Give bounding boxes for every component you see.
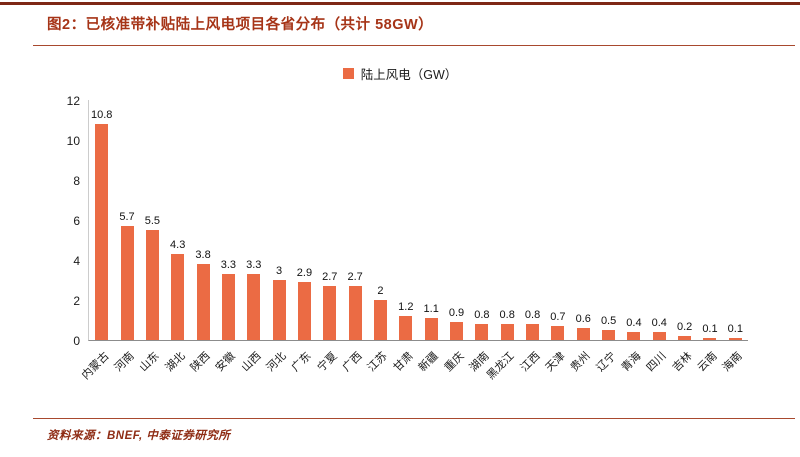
chart-bar: [652, 332, 666, 340]
bar-value-label: 0.4: [626, 317, 642, 329]
bar-value-label: 0.9: [448, 307, 465, 319]
bar-value-label: 2: [377, 285, 384, 297]
y-axis-tick-label: 8: [73, 174, 80, 188]
chart-bar: [576, 328, 590, 340]
y-axis-tick-label: 12: [66, 94, 80, 108]
y-axis: 0 2 4 6 8 10 12: [0, 94, 80, 348]
bar-value-label: 5.5: [144, 215, 160, 227]
footer-divider-line: [33, 418, 795, 419]
bar-value-label: 2.7: [347, 271, 363, 283]
chart-bar: [627, 332, 641, 340]
chart-bar: [500, 324, 514, 340]
chart-bar: [424, 318, 438, 340]
chart-bar: [196, 264, 210, 340]
chart-bar: [323, 286, 337, 340]
x-axis-labels: 内蒙古 河南 山东 湖北 陕西 安徽 山西 河北 广东 宁夏 广西 江苏 甘肃 新疆 重庆 湖南 黑龙江 江西 天津…: [79, 342, 748, 414]
chart-bar: [526, 324, 540, 340]
figure-title: 图2：已核准带补贴陆上风电项目各省分布（共计 58GW）: [47, 17, 434, 33]
chart-bar: [247, 274, 261, 340]
y-axis-tick-label: 10: [66, 134, 80, 148]
chart-bar: [475, 324, 489, 340]
chart-bar: [120, 226, 134, 340]
chart-bar: [602, 330, 616, 340]
bar-value-label: 0.1: [727, 323, 743, 335]
bar-value-label: 4.3: [170, 239, 186, 251]
chart-bar: [145, 230, 159, 340]
chart-bar: [221, 274, 235, 340]
bar-value-label: 3: [276, 265, 283, 277]
chart-bar: [551, 326, 565, 340]
legend-swatch-icon: [342, 68, 354, 79]
chart-bar: [348, 286, 362, 340]
bar-value-label: 0.2: [676, 321, 693, 333]
bar-value-label: 1.1: [423, 303, 439, 315]
chart-bar: [171, 254, 185, 340]
chart-bar: [272, 280, 286, 340]
bar-value-label: 1.2: [398, 301, 414, 313]
bar-value-label: 0.8: [524, 309, 541, 321]
bar-value-label: 0.7: [550, 311, 566, 323]
bar-value-label: 3.8: [195, 249, 211, 261]
bar-value-label: 0.8: [499, 309, 515, 321]
chart-bar: [703, 338, 717, 340]
legend-label: 陆上风电（GW）: [360, 68, 458, 82]
chart-bar: [399, 316, 413, 340]
source-note: 资料来源：BNEF, 中泰证券研究所: [47, 430, 231, 442]
bar-value-label: 5.7: [119, 211, 135, 223]
bar-value-label: 10.8: [90, 109, 113, 121]
chart-bar: [450, 322, 464, 340]
bar-value-label: 3.3: [246, 259, 262, 271]
chart-bar: [95, 124, 109, 340]
bar-value-label: 2.7: [322, 271, 338, 283]
bar-value-label: 2.9: [296, 267, 313, 279]
y-axis-tick-label: 0: [73, 334, 80, 348]
bar-value-label: 0.6: [575, 313, 591, 325]
chart-legend: 陆上风电（GW）: [0, 64, 800, 83]
bar-value-label: 0.4: [651, 317, 667, 329]
bar-value-label: 3.3: [220, 259, 237, 271]
title-divider-line: [33, 45, 795, 46]
bar-value-label: 0.5: [600, 315, 617, 327]
chart-bar: [728, 338, 742, 340]
chart-bar: [678, 336, 692, 340]
chart-bar: [373, 300, 387, 340]
y-axis-tick-label: 4: [73, 254, 80, 268]
top-border-line: [0, 2, 800, 5]
chart-bar: [297, 282, 311, 340]
y-axis-tick-label: 6: [73, 214, 80, 228]
bar-value-label: 0.8: [474, 309, 490, 321]
plot-area: 10.8 5.7 5.5 4.3 3.8 3.3 3.3 3 2.9 2.7 2.7 2 1.2 1.1 0…: [88, 100, 748, 341]
y-axis-tick-label: 2: [73, 294, 80, 308]
bar-value-label: 0.1: [702, 323, 718, 335]
